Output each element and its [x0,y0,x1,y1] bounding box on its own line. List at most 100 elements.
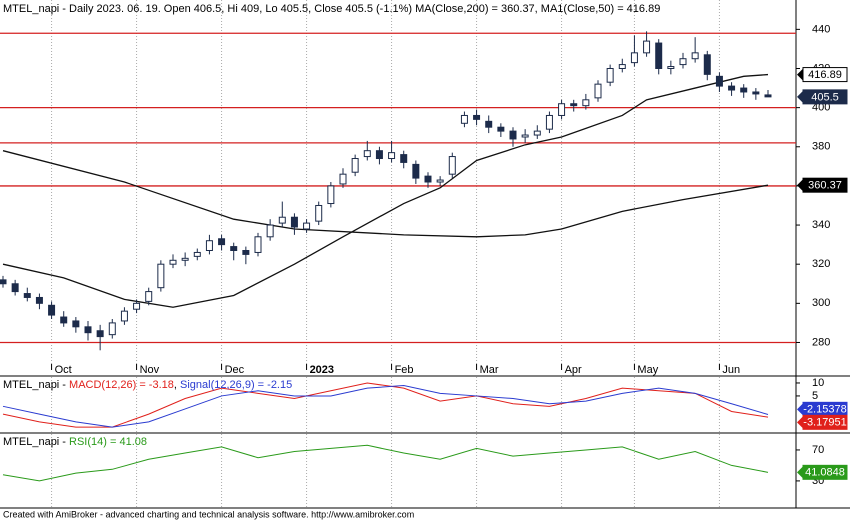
badge-label: 360.37 [808,180,842,192]
x-tick-label: Mar [480,364,499,376]
candle-body [242,249,250,255]
y-tick-label: 300 [812,297,830,309]
y-tick-label: 440 [812,23,830,35]
badge-pointer [797,415,804,430]
candle-body [388,152,396,160]
y-tick-label: 380 [812,141,830,153]
candle-body [703,54,711,75]
panel-title-part: RSI(14) = 41.08 [69,436,147,448]
candle-body [752,91,760,95]
candle-body [133,302,141,310]
candle-body [521,134,529,138]
candle-body [169,259,177,265]
candle-body [290,216,298,228]
badge-label: 405.5 [811,91,839,103]
x-tick-label: Jun [722,364,740,376]
candle-body [436,179,444,183]
candle-body [0,279,7,285]
candle-body [667,66,675,69]
candle-body [630,52,638,64]
candle-body [400,154,408,163]
indicator-line [2,444,769,482]
candle-body [315,204,323,222]
candle-body [412,163,420,179]
candle-body [740,87,748,93]
candle-body [339,173,347,185]
indicator-line [2,385,769,428]
badge-box [802,414,848,430]
candle-body [485,120,493,128]
candle-body [497,126,505,132]
candle-body [375,150,383,160]
candle-body [473,114,481,120]
candle-body [84,326,92,334]
candle-body [181,257,189,261]
footer: Created with AmiBroker - advanced charti… [3,509,414,519]
candle-body [558,103,566,116]
candle-body [266,224,274,238]
badge-pointer [797,67,804,82]
panel-title-part: MTEL_napi - [3,436,69,448]
candle-body [643,40,651,54]
candle-body [218,238,226,246]
value-badge: 416.89 [797,67,848,83]
value-badge: -2.15378 [797,401,848,417]
y-tick-label: 340 [812,219,830,231]
x-tick-label: Feb [395,364,414,376]
badge-label: -3.17951 [803,417,846,429]
candle-body [618,64,626,69]
moving-average-line [2,150,769,238]
badge-box [802,464,848,480]
badge-box [802,89,848,105]
candle-body [327,185,335,205]
panel-title-part: , [174,379,180,391]
candle-body [728,85,736,91]
value-badge: 360.37 [797,177,848,193]
panel-title-part: Signal(12,26,9) = -2.15 [180,379,292,391]
candle-body [594,83,602,99]
candle-body [72,320,80,328]
candle-body [11,283,19,293]
x-tick-label: May [637,364,658,376]
candle-body [303,222,311,230]
candle-body [363,150,371,158]
value-badge: 405.5 [797,89,848,105]
candle-body [96,330,104,338]
candle-body [764,94,772,98]
y-tick-label: 320 [812,258,830,270]
badge-pointer [797,178,804,193]
panel-title: MTEL_napi - RSI(14) = 41.08 [3,436,147,448]
candle-body [715,75,723,87]
candle-body [193,251,201,257]
y-tick-label: 10 [812,377,824,389]
x-tick-label: Apr [565,364,582,376]
candle-body [23,293,31,298]
panel-title-part: MTEL_napi - [3,379,69,391]
candle-body [35,296,43,304]
y-tick-label: 400 [812,102,830,114]
candle-body [655,42,663,69]
candle-body [582,99,590,107]
x-tick-label: Nov [140,364,160,376]
y-tick-label: 280 [812,336,830,348]
moving-average-line [2,73,769,308]
candle-body [606,67,614,83]
candle-body [545,114,553,130]
candle-body [448,156,456,175]
candle-body [460,114,468,124]
panel-title-part: MACD(12,26) = -3.18 [69,379,174,391]
badge-box [802,67,848,83]
badge-pointer [797,402,804,417]
candle-body [145,291,153,302]
candle-body [424,175,432,183]
candle-body [679,58,687,66]
y-tick-label: 5 [812,390,818,402]
badge-pointer [797,89,804,104]
x-tick-label: Oct [55,364,72,376]
candle-body [691,52,699,60]
badge-pointer [797,465,804,480]
candle-body [48,304,56,316]
badge-box [802,177,848,193]
value-badge: 41.0848 [797,464,848,480]
